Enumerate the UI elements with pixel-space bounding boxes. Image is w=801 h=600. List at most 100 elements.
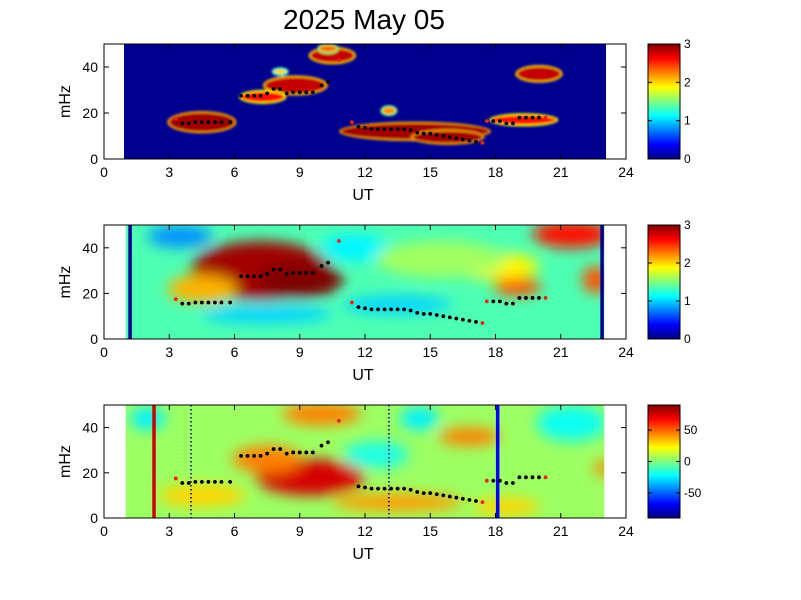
track-point bbox=[271, 86, 276, 91]
track-point bbox=[219, 479, 224, 484]
track-point bbox=[193, 479, 198, 484]
heatmap-blob bbox=[256, 261, 344, 298]
heatmap-field bbox=[125, 405, 605, 518]
track-point bbox=[310, 90, 315, 95]
track-point bbox=[480, 321, 485, 325]
track-point bbox=[511, 121, 515, 126]
y-tick-label: 20 bbox=[82, 465, 98, 481]
track-point bbox=[408, 487, 413, 492]
track-point bbox=[337, 58, 341, 62]
track-point bbox=[245, 453, 250, 458]
heatmap-blob bbox=[493, 277, 542, 296]
track-point bbox=[537, 475, 541, 480]
track-point bbox=[278, 86, 283, 91]
track-point bbox=[460, 137, 465, 142]
track-point bbox=[524, 115, 528, 120]
y-tick-label: 0 bbox=[90, 510, 98, 526]
track-point bbox=[180, 301, 185, 306]
track-point bbox=[173, 116, 178, 121]
heatmap-blob bbox=[332, 493, 463, 512]
y-tick-label: 0 bbox=[90, 331, 98, 347]
heatmap-blob bbox=[399, 407, 439, 430]
track-point bbox=[467, 318, 472, 323]
track-point bbox=[382, 307, 387, 312]
x-tick-label: 9 bbox=[296, 344, 304, 360]
track-point bbox=[369, 127, 374, 131]
colorbar-tick-label: 2 bbox=[684, 75, 691, 89]
colorbar-tick-label: 2 bbox=[684, 256, 691, 270]
track-point bbox=[356, 305, 361, 309]
heatmap-blob bbox=[473, 497, 539, 516]
track-point bbox=[415, 490, 420, 494]
heatmap-blob bbox=[382, 107, 396, 115]
track-point bbox=[402, 307, 407, 312]
figure-title: 2025 May 05 bbox=[283, 4, 445, 35]
track-point bbox=[491, 478, 496, 483]
track-point bbox=[206, 479, 211, 484]
heatmap-blob bbox=[319, 45, 337, 53]
track-point bbox=[337, 239, 341, 243]
track-point bbox=[491, 299, 496, 304]
track-point bbox=[180, 121, 185, 126]
x-tick-label: 21 bbox=[553, 523, 569, 539]
x-tick-label: 3 bbox=[165, 523, 173, 539]
y-axis-label: mHz bbox=[57, 85, 74, 118]
x-tick-label: 18 bbox=[488, 164, 504, 180]
track-point bbox=[524, 475, 528, 480]
x-tick-label: 15 bbox=[422, 164, 438, 180]
heatmap-blob bbox=[130, 407, 165, 430]
track-point bbox=[206, 300, 211, 305]
track-point bbox=[447, 315, 452, 320]
track-point bbox=[382, 486, 387, 491]
heatmap-field bbox=[125, 44, 605, 159]
track-point bbox=[278, 267, 283, 272]
track-point bbox=[530, 475, 535, 480]
x-tick-label: 18 bbox=[488, 344, 504, 360]
track-point bbox=[530, 115, 535, 120]
y-tick-label: 20 bbox=[82, 105, 98, 121]
track-point bbox=[543, 475, 548, 480]
x-axis-label: UT bbox=[352, 187, 374, 204]
x-tick-label: 24 bbox=[618, 344, 634, 360]
track-point bbox=[504, 121, 509, 126]
colorbar-tick-label: 0 bbox=[684, 455, 691, 469]
track-point bbox=[511, 481, 515, 485]
colorbar bbox=[647, 404, 681, 519]
track-point bbox=[186, 481, 191, 485]
track-point bbox=[219, 300, 224, 305]
track-point bbox=[537, 296, 541, 300]
track-point bbox=[206, 120, 211, 125]
x-tick-label: 3 bbox=[165, 344, 173, 360]
track-point bbox=[228, 479, 233, 484]
track-point bbox=[421, 491, 426, 496]
track-point bbox=[382, 127, 387, 131]
track-point bbox=[389, 486, 393, 491]
heatmap-blob bbox=[593, 461, 605, 476]
x-tick-label: 0 bbox=[100, 523, 108, 539]
track-point bbox=[304, 270, 309, 275]
track-point bbox=[228, 300, 233, 305]
colorbar-tick-label: 1 bbox=[684, 114, 691, 128]
x-tick-label: 0 bbox=[100, 164, 108, 180]
track-point bbox=[310, 270, 315, 275]
y-tick-label: 40 bbox=[82, 240, 98, 256]
track-point bbox=[491, 119, 496, 123]
track-point bbox=[408, 128, 413, 133]
track-point bbox=[213, 479, 217, 484]
track-point bbox=[421, 312, 426, 316]
track-point bbox=[291, 450, 296, 455]
heatmap-blob bbox=[273, 69, 287, 74]
track-point bbox=[199, 300, 204, 305]
track-point bbox=[497, 478, 502, 483]
x-tick-label: 12 bbox=[357, 164, 373, 180]
track-point bbox=[258, 274, 263, 279]
heatmap-blob bbox=[167, 275, 237, 303]
track-point bbox=[402, 127, 407, 131]
track-point bbox=[421, 131, 426, 136]
track-point bbox=[480, 141, 485, 145]
track-point bbox=[363, 306, 367, 311]
track-point bbox=[369, 307, 374, 312]
track-point bbox=[484, 119, 489, 123]
x-axis-label: UT bbox=[352, 367, 374, 384]
